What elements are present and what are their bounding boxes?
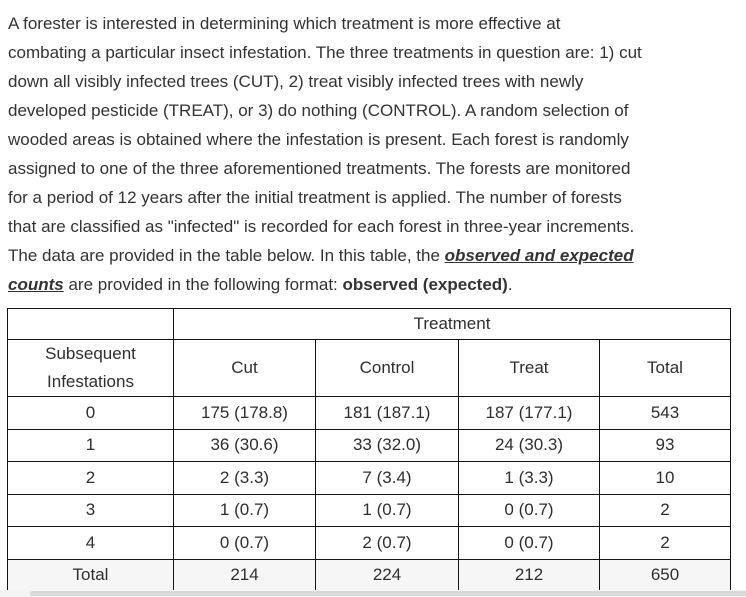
paragraph-line: counts are provided in the following for… [8,270,740,299]
paragraph-line: for a period of 12 years after the initi… [8,183,740,212]
row-label: 2 [7,461,174,495]
column-header: Treat [458,339,600,397]
row-label: 3 [7,493,174,527]
table-cell: 1 (0.7) [173,493,316,527]
text-segment: developed pesticide (TREAT), or 3) do no… [8,101,629,120]
table-cell: 0 (0.7) [173,526,316,560]
question-text: A forester is interested in determining … [8,9,740,299]
table-cell: 36 (30.6) [173,428,316,462]
table-cell: 2 [598,526,732,560]
text-segment: . [507,275,513,294]
table-cell: 24 (30.3) [458,428,600,462]
text-segment: are provided in the following format: [63,275,343,294]
paragraph-line: assigned to one of the three aforementio… [8,154,740,183]
paragraph-line: combating a particular insect infestatio… [8,38,740,67]
text-segment: The data are provided in the table below… [8,246,445,265]
table-row: 0 175 (178.8) 181 (187.1) 187 (177.1) 543 [7,396,732,430]
column-header-row: Subsequent Infestations Cut Control Treat T… [7,339,732,397]
text-segment: wooded areas is obtained where the infes… [8,130,629,149]
table-cell: 2 (3.3) [173,461,316,495]
scrollbar-thumb[interactable] [30,591,746,596]
table-cell: 214 [173,558,316,592]
text-segment: down all visibly infected trees (CUT), 2… [8,72,584,91]
table-cell: 10 [598,461,732,495]
row-label: 4 [7,526,174,560]
horizontal-scrollbar[interactable] [0,590,746,597]
treatment-header: Treatment [172,308,732,340]
row-label: 0 [7,396,174,430]
column-header: Total [598,339,732,397]
paragraph-line: developed pesticide (TREAT), or 3) do no… [8,96,740,125]
table-cell: 543 [598,396,732,430]
table-cell: 224 [315,558,459,592]
table-cell: 181 (187.1) [315,396,459,430]
table-cell: 0 (0.7) [458,526,600,560]
table-row: 1 36 (30.6) 33 (32.0) 24 (30.3) 93 [7,428,732,462]
table-cell: 175 (178.8) [173,396,316,430]
table-cell: 0 (0.7) [458,493,600,527]
paragraph-line: that are classified as "infected" is rec… [8,212,740,241]
column-header: Control [315,339,459,397]
table-cell: 2 [598,493,732,527]
emphasized-text-segment: observed and expected [444,246,634,265]
table-cell: 1 (3.3) [458,461,600,495]
paragraph-line: down all visibly infected trees (CUT), 2… [8,67,740,96]
text-segment: for a period of 12 years after the initi… [8,188,622,207]
corner-cell [7,308,174,340]
infestation-table: Treatment Subsequent Infestations Cut Con… [7,308,732,592]
column-header: Cut [173,339,316,397]
table-cell: 93 [598,428,732,462]
paragraph-line: wooded areas is obtained where the infes… [8,125,740,154]
table-cell: 2 (0.7) [315,526,459,560]
row-label: 1 [7,428,174,462]
table-cell: 33 (32.0) [315,428,459,462]
paragraph-line: A forester is interested in determining … [8,9,740,38]
text-segment: that are classified as "infected" is rec… [8,217,635,236]
treatment-header-row: Treatment [7,308,732,340]
text-segment: A forester is interested in determining … [8,14,561,33]
text-segment: assigned to one of the three aforementio… [8,159,631,178]
total-row: Total 214 224 212 650 [7,558,732,592]
table-cell: 7 (3.4) [315,461,459,495]
row-label: Total [7,558,174,592]
text-segment: combating a particular insect infestatio… [8,43,642,62]
emphasized-text-segment: observed (expected) [342,275,508,294]
table-cell: 212 [458,558,600,592]
paragraph-line: The data are provided in the table below… [8,241,740,270]
table-cell: 187 (177.1) [458,396,600,430]
row-header-label: Subsequent Infestations [7,339,174,397]
table-cell: 650 [598,558,732,592]
table-cell: 1 (0.7) [315,493,459,527]
emphasized-text-segment: counts [8,275,64,294]
